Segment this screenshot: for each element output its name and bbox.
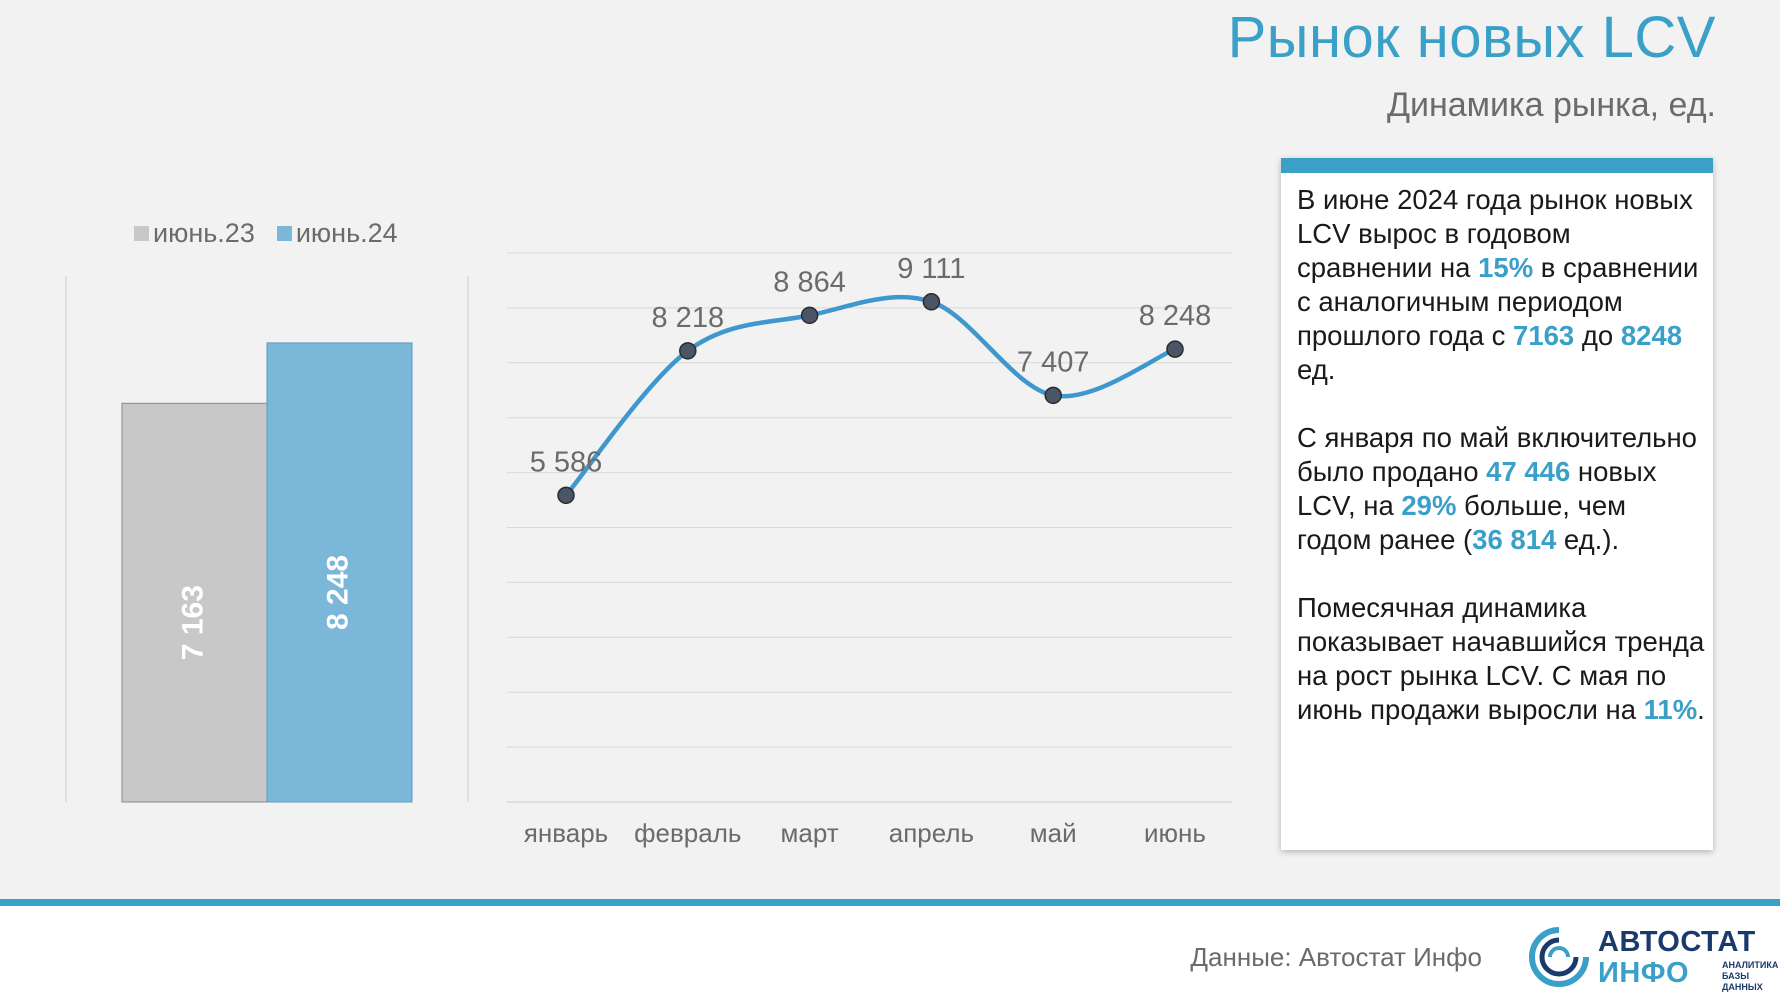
p1-text-2: в сравнении с аналогичным периодом прошл… [1297,252,1699,351]
x-tick-label-4: апрель [889,818,974,848]
commentary-text: В июне 2024 года рынок новых LCV вырос в… [1297,183,1707,761]
p1-highlight-1: 15% [1478,252,1534,283]
line-x-axis-labels: январь февраль март апрель май июнь [524,818,1206,848]
p1-text-4: ед. [1297,354,1336,385]
legend-label-2023: июнь.23 [153,218,255,248]
p1-highlight-3: 8248 [1620,320,1683,351]
x-tick-label-2: февраль [634,818,741,848]
commentary-box-bar [1281,158,1713,173]
commentary-paragraph-1: В июне 2024 года рынок новых LCV вырос в… [1297,183,1707,387]
line-data-label-3: 8 864 [773,266,846,298]
commentary-box: В июне 2024 года рынок новых LCV вырос в… [1281,158,1713,850]
logo-tagline: АНАЛИТИКА БАЗЫ ДАННЫХ [1722,960,1780,993]
bar-june-2024 [266,342,413,803]
logo-text-1: АВТОСТАТ [1598,926,1756,958]
p3-highlight-1: 11% [1643,694,1698,725]
bar-chart-legend: июнь.23 июнь.24 [134,218,398,249]
x-tick-label-3: март [781,818,839,848]
p2-text-3: больше, чем годом ранее ( [1297,490,1627,555]
p1-text-3: до [1574,320,1621,351]
line-point-5 [1044,386,1062,405]
logo-text-2: ИНФО [1598,957,1690,989]
x-tick-label-1: январь [524,818,608,848]
legend-swatch-2023 [134,226,149,241]
data-source: Данные: Автостат Инфо [1190,942,1482,972]
commentary-paragraph-2: С января по май включительно было продан… [1297,421,1707,557]
commentary-paragraph-3: Помесячная динамика показывает начавшийс… [1297,591,1707,727]
line-markers [557,293,1184,505]
p2-highlight-1: 47 446 [1486,456,1571,487]
line-chart: 5 586 8 218 8 864 9 111 7 407 8 248 январь фев… [507,252,1232,848]
p3-text-2: . [1697,694,1705,725]
p2-text-1: С января по май включительно было продан… [1297,422,1697,487]
x-tick-label-6: июнь [1144,818,1206,848]
legend-swatch-2024 [276,226,292,241]
line-point-6 [1166,340,1184,358]
p2-text-4: ед.). [1556,524,1620,555]
logo-tag-2: БАЗЫ ДАННЫХ [1722,971,1763,992]
line-data-label-6: 8 248 [1139,300,1212,332]
line-point-2 [679,342,697,360]
p1-text-1: В июне 2024 года рынок новых LCV вырос в… [1297,184,1693,283]
logo-swirl-icon [1529,927,1589,987]
p3-text-1: Помесячная динамика показывает начавшийс… [1297,592,1705,725]
line-series [564,294,1176,497]
legend-item-2024: июнь.24 [276,218,398,249]
page-title: Рынок новых LCV [1227,5,1716,70]
bar-chart: 7 163 8 248 [65,276,469,803]
page-subtitle: Динамика рынка, ед. [1386,86,1716,124]
x-tick-label-5: май [1030,818,1077,848]
bar-label-june-2024: 8 248 [321,555,354,630]
p2-highlight-3: 36 814 [1472,524,1557,555]
line-data-label-2: 8 218 [652,302,725,334]
bar-june-2023 [121,402,268,803]
line-point-1 [557,486,575,505]
line-point-3 [800,306,819,325]
bar-label-june-2023: 7 163 [176,585,209,660]
line-data-label-4: 9 111 [897,253,965,285]
legend-label-2024: июнь.24 [295,218,398,248]
p1-highlight-2: 7163 [1513,320,1575,351]
line-data-label-1: 5 586 [530,446,603,478]
line-point-4 [922,293,941,311]
p2-highlight-2: 29% [1401,490,1457,521]
line-data-label-5: 7 407 [1017,346,1090,378]
footer-divider [0,899,1780,906]
p2-text-2: новых LCV, на [1297,456,1657,521]
logo-tag-1: АНАЛИТИКА [1722,960,1779,970]
legend-item-2023: июнь.23 [134,218,255,249]
autostat-logo: АВТОСТАТ ИНФО АНАЛИТИКА БАЗЫ ДАННЫХ [1526,922,1778,992]
line-data-labels: 5 586 8 218 8 864 9 111 7 407 8 248 [530,253,1212,479]
line-chart-grid [507,252,1232,803]
footer: Данные: Автостат Инфо АВТОСТАТ ИНФО АНАЛ… [0,906,1780,1002]
